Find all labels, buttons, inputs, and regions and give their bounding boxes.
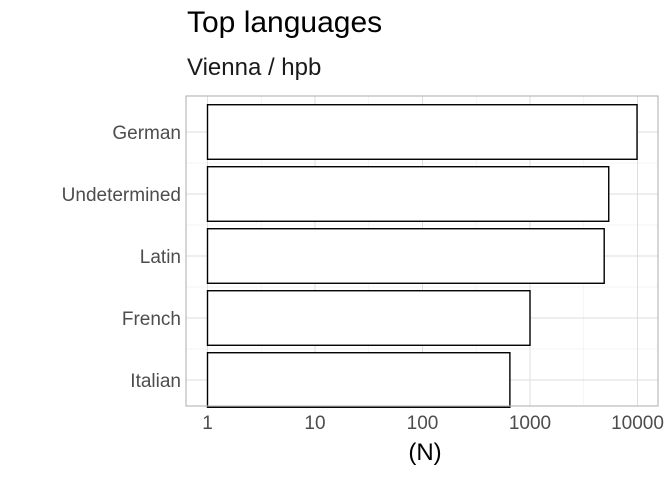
x-tick-label: 10 [304, 413, 325, 434]
x-tick-label: 100 [407, 413, 439, 434]
panel-border [185, 95, 659, 407]
bars [206, 104, 638, 408]
bar-german [206, 104, 638, 160]
y-tick-label: Italian [130, 371, 181, 392]
bar-french [206, 290, 531, 346]
x-axis-labels: 1 10 100 1000 10000 [202, 413, 664, 434]
y-tick-label: Latin [140, 247, 181, 268]
bar-latin [206, 228, 605, 284]
x-axis-title: (N) [408, 439, 441, 466]
chart-subtitle: Vienna / hpb [187, 54, 322, 81]
bar-italian [206, 352, 511, 408]
y-tick-label: Undetermined [62, 185, 181, 206]
bar-undetermined [206, 166, 610, 222]
y-axis-labels: German Undetermined Latin French Italian [62, 123, 181, 392]
x-tick-label: 10000 [611, 413, 664, 434]
x-tick-label: 1 [202, 413, 213, 434]
y-tick-label: German [112, 123, 181, 144]
x-tick-label: 1000 [509, 413, 551, 434]
y-tick-label: French [122, 309, 181, 330]
chart-title: Top languages [187, 6, 383, 39]
